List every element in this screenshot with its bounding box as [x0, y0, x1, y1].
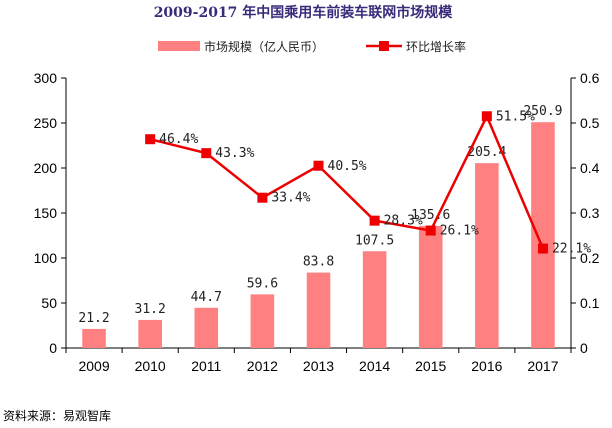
growth-marker [369, 215, 380, 226]
legend-bar-label: 市场规模（亿人民币） [204, 39, 324, 54]
growth-line [149, 113, 545, 250]
growth-value-label: 43.3% [215, 146, 254, 161]
legend-bar-swatch [158, 41, 200, 51]
bar-value-label: 83.8 [303, 255, 334, 270]
bar [138, 319, 162, 348]
legend: 市场规模（亿人民币） 环比增长率 [158, 39, 466, 54]
right-axis-ticks: 0 0.1 0.2 0.3 0.4 0.5 0.6 [571, 70, 600, 356]
growth-value-label: 40.5% [328, 159, 367, 174]
bar-value-label: 44.7 [191, 290, 222, 305]
left-tick-label: 50 [41, 295, 57, 311]
x-tick-label: 2015 [415, 358, 446, 374]
x-tick-label: 2013 [303, 358, 334, 374]
bar [82, 328, 106, 348]
bar-value-label: 31.2 [135, 302, 166, 317]
left-tick-label: 0 [49, 340, 57, 356]
legend-line-label: 环比增长率 [406, 39, 466, 54]
growth-value-label: 28.3% [384, 214, 423, 229]
bar-series [82, 122, 555, 348]
x-tick-label: 2012 [247, 358, 278, 374]
x-tick-label: 2009 [78, 358, 109, 374]
line-series [145, 111, 548, 254]
growth-marker [145, 134, 156, 145]
bar [475, 163, 499, 348]
left-tick-label: 250 [34, 115, 58, 131]
bar [250, 294, 275, 348]
chart-title: 2009-2017 年中国乘用车前装车联网市场规模 [154, 4, 454, 21]
right-tick-label: 0 [580, 340, 588, 356]
growth-marker [201, 148, 212, 159]
left-tick-label: 150 [34, 205, 58, 221]
source-note: 资料来源：易观智库 [3, 408, 111, 423]
growth-marker [257, 192, 268, 203]
left-tick-label: 300 [34, 70, 58, 86]
bar-value-label: 250.9 [523, 104, 562, 119]
x-axis-ticks: 2009 2010 2011 2012 2013 2014 2015 2016 2017 [65, 348, 572, 374]
bar-value-label: 21.2 [78, 311, 109, 326]
growth-value-label: 33.4% [271, 191, 310, 206]
line-data-labels: 46.4% 43.3% 33.4% 40.5% 28.3% 26.1% 51.5% 22.1% [159, 109, 591, 256]
right-tick-label: 0.2 [580, 250, 600, 266]
growth-marker [313, 160, 324, 171]
bar-value-label: 205.4 [467, 145, 506, 160]
right-tick-label: 0.6 [580, 70, 600, 86]
x-tick-label: 2017 [527, 358, 558, 374]
x-tick-label: 2016 [471, 358, 502, 374]
growth-value-label: 46.4% [159, 132, 198, 147]
growth-marker [481, 111, 492, 122]
bar [306, 272, 331, 348]
left-tick-label: 100 [34, 250, 58, 266]
bar-value-label: 107.5 [355, 233, 394, 248]
x-tick-label: 2010 [135, 358, 166, 374]
growth-value-label: 51.5% [496, 109, 535, 124]
growth-marker [425, 225, 436, 236]
bar [194, 307, 219, 348]
bar [362, 251, 387, 348]
x-tick-label: 2014 [359, 358, 390, 374]
growth-value-label: 22.1% [552, 242, 591, 257]
bar [531, 122, 555, 348]
right-tick-label: 0.3 [580, 205, 600, 221]
x-tick-label: 2011 [191, 358, 221, 374]
bar [418, 225, 443, 348]
growth-value-label: 26.1% [440, 224, 479, 239]
legend-line-marker [379, 41, 389, 51]
left-axis-ticks: 0 50 100 150 200 250 300 [34, 70, 66, 356]
right-tick-label: 0.1 [580, 295, 600, 311]
growth-marker [537, 243, 548, 254]
left-tick-label: 200 [34, 160, 58, 176]
bar-value-label: 59.6 [247, 276, 278, 291]
right-tick-label: 0.5 [580, 115, 600, 131]
right-tick-label: 0.4 [580, 160, 600, 176]
